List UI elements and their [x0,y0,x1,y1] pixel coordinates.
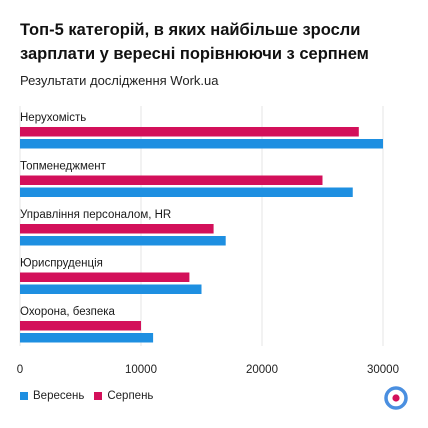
x-tick-label: 0 [17,364,23,376]
bar-august [20,272,190,282]
bar-september [20,284,202,294]
category-label: Нерухомість [20,112,86,124]
x-tick-label: 10000 [125,364,157,376]
legend-item-september: Вересень [20,390,84,402]
legend-item-august: Серпень [94,390,153,402]
legend-label-september: Вересень [33,390,85,402]
x-tick-label: 20000 [246,364,278,376]
bar-august [20,175,323,185]
bar-august [20,127,359,137]
category-label: Топменеджмент [20,161,107,173]
category-label: Юриспруденція [20,258,103,270]
category-label: Охорона, безпека [20,306,116,318]
legend-swatch-august [94,392,103,400]
chart-legend: Вересень Серпень [20,390,163,402]
chart-title: Топ-5 категорій, в яких найбільше зросли… [20,21,369,63]
legend-swatch-september [20,392,28,400]
bar-september [20,139,383,149]
bar-september [20,333,154,343]
category-label: Управління персоналом, HR [20,209,171,221]
bar-august [20,321,141,331]
bar-september [20,236,226,246]
x-tick-label: 30000 [367,364,399,376]
bar-september [20,187,353,197]
work-ua-logo-icon [384,386,408,410]
bar-august [20,224,214,234]
legend-label-august: Серпень [107,390,154,402]
chart-subtitle: Результати дослідження Work.ua [20,73,219,88]
